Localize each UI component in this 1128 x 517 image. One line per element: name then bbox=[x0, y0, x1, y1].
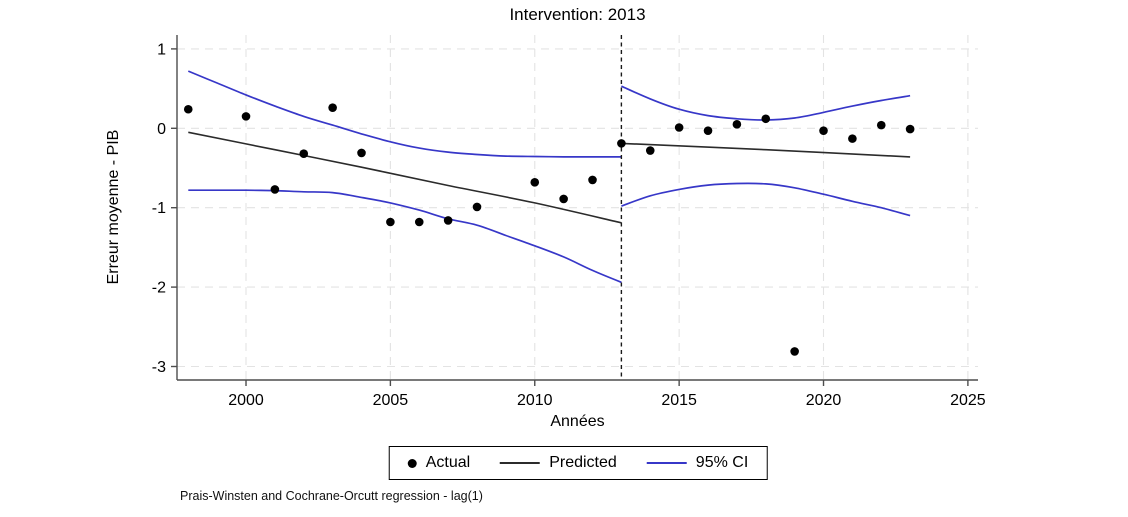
y-tick-label: -2 bbox=[152, 280, 166, 297]
actual-point bbox=[357, 148, 366, 158]
actual-point bbox=[790, 347, 799, 356]
x-tick-label: 2015 bbox=[661, 392, 697, 409]
x-tick-label: 2005 bbox=[373, 392, 409, 409]
actual-point bbox=[876, 120, 886, 130]
x-axis-title: Années bbox=[550, 413, 605, 430]
y-axis-title: Erreur moyenne - PIB bbox=[105, 129, 122, 285]
actual-point bbox=[443, 216, 453, 225]
x-tick-label: 2000 bbox=[228, 392, 264, 409]
y-tick-label: 0 bbox=[157, 121, 166, 138]
actual-point bbox=[270, 185, 280, 194]
predicted-post-line bbox=[621, 142, 911, 158]
actual-point bbox=[732, 120, 742, 129]
actual-point bbox=[645, 146, 655, 155]
legend-label: 95% CI bbox=[695, 454, 749, 471]
chart-title: Intervention: 2013 bbox=[509, 5, 646, 24]
actual-point bbox=[905, 124, 915, 134]
actual-point bbox=[559, 194, 568, 204]
y-tick-label: -1 bbox=[152, 200, 166, 217]
actual-point bbox=[761, 114, 771, 124]
legend-line-swatch bbox=[646, 462, 687, 464]
actual-point bbox=[472, 202, 482, 212]
actual-point bbox=[848, 134, 857, 143]
legend-dot-swatch bbox=[407, 458, 417, 468]
footnote: Prais-Winsten and Cochrane-Orcutt regres… bbox=[180, 489, 483, 503]
actual-point bbox=[674, 123, 684, 132]
actual-point bbox=[414, 217, 424, 227]
x-tick-label: 2025 bbox=[950, 392, 986, 409]
actual-point bbox=[328, 103, 337, 112]
actual-point bbox=[530, 177, 540, 187]
y-tick-label: 1 bbox=[157, 41, 166, 58]
actual-point bbox=[588, 175, 597, 185]
actual-point bbox=[241, 112, 251, 121]
legend-item-predicted: Predicted bbox=[500, 454, 617, 472]
legend-item-95-ci: 95% CI bbox=[646, 454, 749, 472]
ci-upper-pre-line bbox=[187, 70, 622, 158]
predicted-pre-line bbox=[188, 131, 622, 224]
actual-point bbox=[183, 104, 193, 114]
x-tick-label: 2010 bbox=[517, 392, 553, 409]
y-tick-label: -3 bbox=[152, 359, 166, 376]
ci-lower-post-line bbox=[621, 182, 911, 217]
legend-label: Actual bbox=[425, 454, 471, 471]
actual-point bbox=[617, 139, 626, 148]
legend-line-swatch bbox=[500, 462, 541, 464]
legend-item-actual: Actual bbox=[407, 454, 471, 472]
legend-box: Actual Predicted 95% CI bbox=[388, 446, 768, 480]
actual-point bbox=[703, 126, 713, 135]
actual-point bbox=[819, 126, 828, 135]
x-tick-label: 2020 bbox=[806, 392, 842, 409]
actual-point bbox=[299, 149, 309, 159]
actual-point bbox=[386, 217, 395, 227]
ci-lower-pre-line bbox=[188, 189, 622, 284]
legend-label: Predicted bbox=[549, 454, 617, 471]
